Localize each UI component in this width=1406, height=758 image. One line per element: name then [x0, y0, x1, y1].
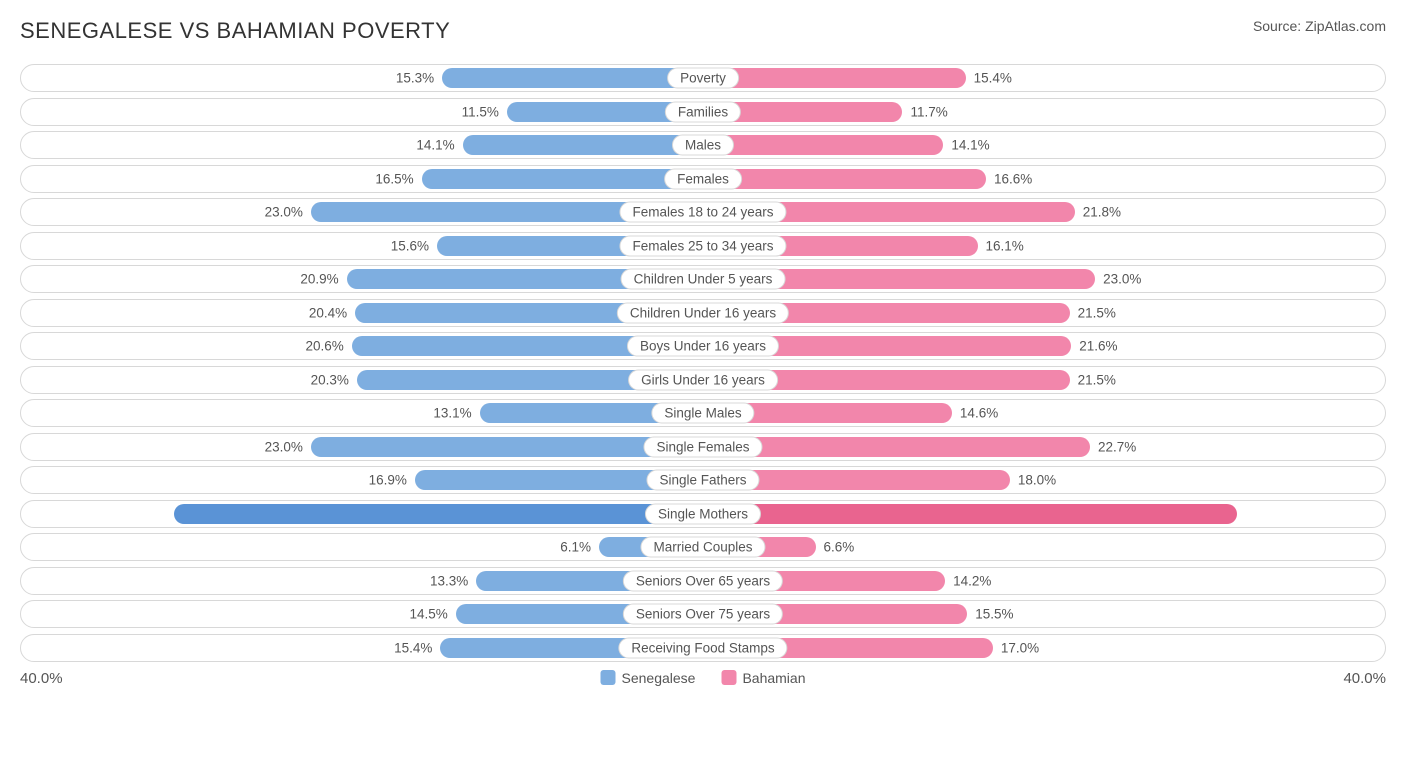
bar-row: 16.5% 16.6% Females: [20, 165, 1386, 193]
value-left: 20.4%: [309, 305, 347, 320]
swatch-senegalese: [601, 670, 616, 685]
bar-row: 16.9% 18.0% Single Fathers: [20, 466, 1386, 494]
bar-rows: 15.3% 15.4% Poverty 11.5% 11.7% Families 14.1%…: [20, 64, 1386, 662]
category-label: Children Under 5 years: [621, 269, 786, 290]
category-label: Seniors Over 75 years: [623, 604, 783, 625]
legend: Senegalese Bahamian: [601, 670, 806, 686]
bar-row: 15.6% 16.1% Females 25 to 34 years: [20, 232, 1386, 260]
header: SENEGALESE VS BAHAMIAN POVERTY Source: Z…: [20, 18, 1386, 44]
bar-row: 20.6% 21.6% Boys Under 16 years: [20, 332, 1386, 360]
category-label: Single Mothers: [645, 503, 761, 524]
legend-item-senegalese: Senegalese: [601, 670, 696, 686]
bar-row: 20.9% 23.0% Children Under 5 years: [20, 265, 1386, 293]
category-label: Females 25 to 34 years: [619, 235, 786, 256]
chart-title: SENEGALESE VS BAHAMIAN POVERTY: [20, 18, 450, 44]
category-label: Families: [665, 101, 741, 122]
value-left: 20.3%: [311, 372, 349, 387]
value-left: 20.6%: [306, 339, 344, 354]
bar-right: [703, 169, 986, 189]
value-right: 21.5%: [1078, 372, 1116, 387]
value-left: 14.5%: [410, 607, 448, 622]
value-right: 17.0%: [1001, 640, 1039, 655]
bar-row: 15.3% 15.4% Poverty: [20, 64, 1386, 92]
bar-left: [442, 68, 703, 88]
value-left: 6.1%: [560, 540, 591, 555]
value-right: 15.4%: [974, 71, 1012, 86]
legend-label-senegalese: Senegalese: [622, 670, 696, 686]
axis-max-left: 40.0%: [20, 670, 63, 687]
value-left: 15.6%: [391, 238, 429, 253]
bar-row: 13.1% 14.6% Single Males: [20, 399, 1386, 427]
source-label: Source: ZipAtlas.com: [1253, 18, 1386, 34]
value-left: 13.1%: [433, 406, 471, 421]
category-label: Females: [664, 168, 742, 189]
value-right: 15.5%: [975, 607, 1013, 622]
value-right: 16.1%: [986, 238, 1024, 253]
bar-left: 31.0%: [174, 504, 703, 524]
category-label: Single Males: [651, 403, 754, 424]
value-left: 23.0%: [265, 439, 303, 454]
value-right: 11.7%: [910, 104, 947, 119]
value-left: 14.1%: [416, 138, 454, 153]
bar-left: [422, 169, 703, 189]
category-label: Poverty: [667, 68, 739, 89]
bar-row: 15.4% 17.0% Receiving Food Stamps: [20, 634, 1386, 662]
bar-left: [463, 135, 703, 155]
chart-footer: 40.0% Senegalese Bahamian 40.0%: [20, 670, 1386, 692]
value-left: 11.5%: [462, 104, 499, 119]
category-label: Males: [672, 135, 734, 156]
bar-row: 20.3% 21.5% Girls Under 16 years: [20, 366, 1386, 394]
category-label: Females 18 to 24 years: [619, 202, 786, 223]
value-left: 23.0%: [265, 205, 303, 220]
value-right: 14.1%: [951, 138, 989, 153]
category-label: Boys Under 16 years: [627, 336, 779, 357]
bar-right: [703, 135, 943, 155]
category-label: Receiving Food Stamps: [618, 637, 787, 658]
bar-row: 23.0% 22.7% Single Females: [20, 433, 1386, 461]
bar-row: 20.4% 21.5% Children Under 16 years: [20, 299, 1386, 327]
bar-row: 6.1% 6.6% Married Couples: [20, 533, 1386, 561]
axis-max-right: 40.0%: [1343, 670, 1386, 687]
swatch-bahamian: [721, 670, 736, 685]
value-left: 16.5%: [375, 171, 413, 186]
value-right: 21.8%: [1083, 205, 1121, 220]
value-right: 21.6%: [1079, 339, 1117, 354]
value-right: 18.0%: [1018, 473, 1056, 488]
bar-row: 14.5% 15.5% Seniors Over 75 years: [20, 600, 1386, 628]
category-label: Seniors Over 65 years: [623, 570, 783, 591]
bar-row: 23.0% 21.8% Females 18 to 24 years: [20, 198, 1386, 226]
value-right: 14.6%: [960, 406, 998, 421]
value-left: 15.3%: [396, 71, 434, 86]
legend-item-bahamian: Bahamian: [721, 670, 805, 686]
bar-right: [703, 68, 966, 88]
value-left: 16.9%: [369, 473, 407, 488]
category-label: Single Fathers: [646, 470, 759, 491]
value-right: 23.0%: [1103, 272, 1141, 287]
value-left: 20.9%: [300, 272, 338, 287]
value-right: 16.6%: [994, 171, 1032, 186]
value-right: 6.6%: [824, 540, 855, 555]
bar-right: 31.3%: [703, 504, 1237, 524]
value-left: 13.3%: [430, 573, 468, 588]
value-right: 21.5%: [1078, 305, 1116, 320]
bar-row: 13.3% 14.2% Seniors Over 65 years: [20, 567, 1386, 595]
value-right: 22.7%: [1098, 439, 1136, 454]
bar-row: 11.5% 11.7% Families: [20, 98, 1386, 126]
value-right: 14.2%: [953, 573, 991, 588]
category-label: Girls Under 16 years: [628, 369, 778, 390]
bar-row: 14.1% 14.1% Males: [20, 131, 1386, 159]
category-label: Single Females: [643, 436, 762, 457]
bar-row: 31.0%31.3%Single Mothers: [20, 500, 1386, 528]
legend-label-bahamian: Bahamian: [742, 670, 805, 686]
chart-canvas: SENEGALESE VS BAHAMIAN POVERTY Source: Z…: [0, 0, 1406, 758]
value-left: 15.4%: [394, 640, 432, 655]
category-label: Married Couples: [640, 537, 765, 558]
category-label: Children Under 16 years: [617, 302, 789, 323]
